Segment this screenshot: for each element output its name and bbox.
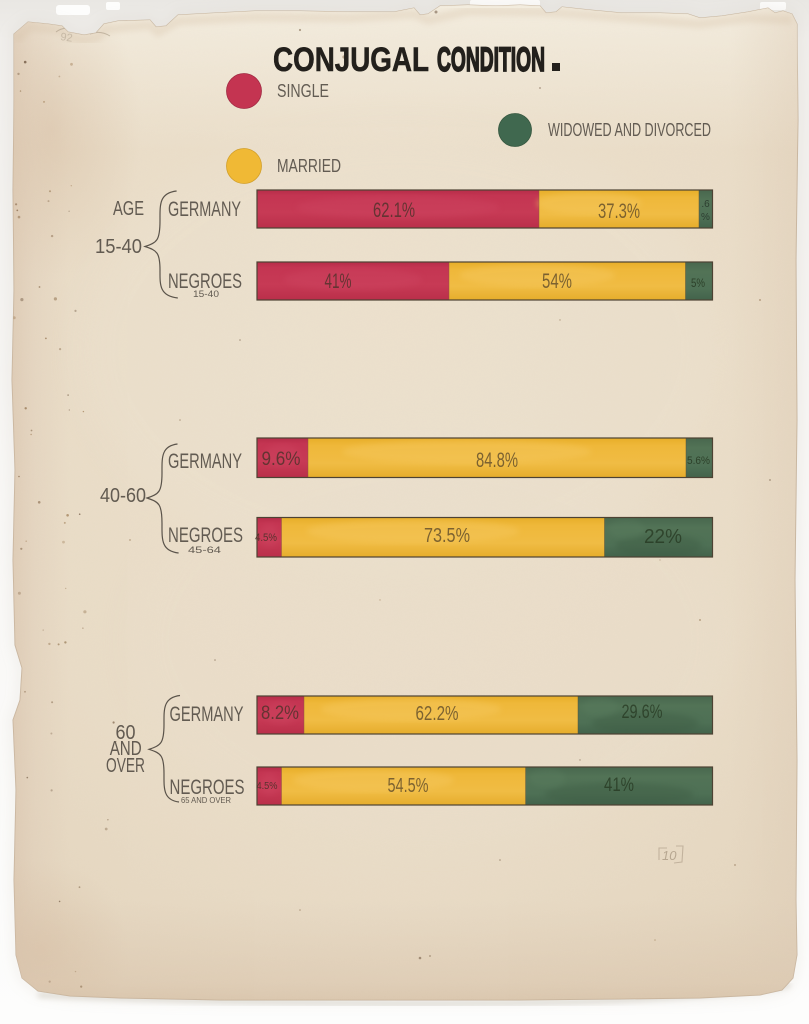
- svg-text:SINGLE: SINGLE: [277, 81, 329, 101]
- svg-text:92: 92: [60, 31, 74, 45]
- svg-text:73.5%: 73.5%: [424, 525, 470, 547]
- svg-text:CONJUGAL: CONJUGAL: [273, 41, 429, 79]
- svg-text:OVER: OVER: [106, 755, 145, 777]
- svg-text:8.2%: 8.2%: [261, 703, 299, 724]
- svg-text:10: 10: [662, 848, 677, 863]
- svg-text:15-40: 15-40: [193, 289, 219, 299]
- svg-text:9.6%: 9.6%: [262, 449, 301, 470]
- svg-text:41%: 41%: [325, 270, 352, 293]
- svg-text:15-40: 15-40: [95, 236, 142, 258]
- svg-text:GERMANY: GERMANY: [168, 450, 242, 473]
- svg-text:%: %: [701, 212, 710, 223]
- svg-text:5%: 5%: [691, 276, 705, 290]
- svg-text:54%: 54%: [542, 270, 572, 293]
- svg-text:60: 60: [116, 722, 136, 744]
- svg-text:84.8%: 84.8%: [476, 449, 518, 472]
- svg-text:29.6%: 29.6%: [622, 702, 663, 723]
- svg-text:AGE: AGE: [113, 198, 144, 220]
- svg-text:5.6%: 5.6%: [687, 455, 710, 467]
- svg-text:54.5%: 54.5%: [388, 775, 429, 797]
- svg-text:45-64: 45-64: [188, 545, 221, 555]
- svg-text:AND: AND: [110, 738, 142, 760]
- svg-text:NEGROES: NEGROES: [168, 524, 243, 547]
- svg-text:40-60: 40-60: [100, 485, 146, 507]
- svg-text:GERMANY: GERMANY: [168, 198, 241, 221]
- svg-text:41%: 41%: [604, 775, 634, 796]
- svg-text:37.3%: 37.3%: [598, 200, 640, 223]
- svg-text:CONDITION: CONDITION: [437, 41, 545, 79]
- svg-text:.6: .6: [701, 199, 710, 210]
- svg-text:65 AND OVER: 65 AND OVER: [181, 796, 231, 805]
- svg-text:22%: 22%: [644, 526, 682, 548]
- svg-text:NEGROES: NEGROES: [170, 776, 245, 799]
- svg-text:WIDOWED AND DIVORCED: WIDOWED AND DIVORCED: [548, 120, 711, 140]
- svg-text:4.5%: 4.5%: [255, 532, 277, 544]
- svg-text:4.5%: 4.5%: [257, 781, 278, 792]
- svg-text:GERMANY: GERMANY: [170, 703, 244, 726]
- svg-text:62.1%: 62.1%: [373, 199, 415, 222]
- svg-text:NEGROES: NEGROES: [168, 270, 242, 293]
- svg-text:MARRIED: MARRIED: [277, 156, 341, 176]
- svg-text:62.2%: 62.2%: [416, 703, 459, 725]
